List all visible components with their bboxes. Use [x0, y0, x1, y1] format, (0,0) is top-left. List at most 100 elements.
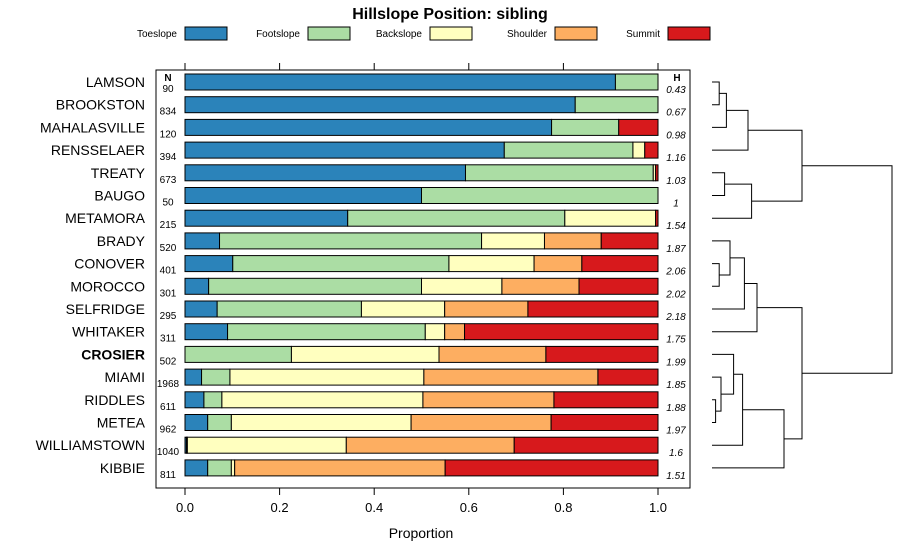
bar-segment-footslope — [207, 414, 232, 431]
bar-segment-shoulder — [234, 459, 446, 477]
row-label: CROSIER — [81, 346, 145, 362]
row-label: MOROCCO — [70, 278, 145, 294]
dendrogram-link — [712, 81, 720, 106]
h-value: 1.03 — [666, 176, 686, 187]
bar-segment-backslope — [564, 209, 657, 227]
bar-segment-summit — [618, 118, 659, 136]
bar-segment-footslope — [207, 459, 232, 477]
h-value: 2.18 — [665, 312, 686, 323]
row-label: METEA — [97, 415, 146, 431]
row-label: SELFRIDGE — [66, 301, 145, 317]
bar-segment-shoulder — [422, 391, 555, 409]
plot-frame — [155, 69, 691, 489]
row-label: MAHALASVILLE — [40, 119, 145, 135]
bar-segment-summit — [444, 459, 659, 477]
bar-segment-shoulder — [410, 414, 552, 431]
bar-segment-backslope — [229, 368, 425, 386]
row-williamstown: WILLIAMSTOWN 1040 1.6 — [36, 436, 683, 459]
bar-segment-toeslope — [184, 96, 576, 114]
dendrogram-link — [712, 353, 735, 395]
dendrogram-link — [712, 240, 731, 276]
bar-segment-toeslope — [184, 187, 422, 204]
bar-segment-backslope — [421, 277, 503, 295]
bar-segment-backslope — [448, 255, 535, 273]
row-label: TREATY — [91, 165, 146, 181]
legend-swatch-backslope — [429, 26, 473, 41]
n-value: 962 — [160, 425, 177, 436]
bar-segment-footslope — [421, 187, 659, 204]
bar-segment-toeslope — [184, 73, 616, 91]
h-value: 0.43 — [666, 85, 686, 96]
dendrogram-link — [802, 165, 893, 374]
bar-segment-backslope — [230, 459, 236, 477]
bar-segment-toeslope — [184, 391, 205, 409]
bar-segment-toeslope — [184, 300, 218, 318]
bar-segment-footslope — [347, 209, 566, 227]
dendrogram-link — [712, 399, 717, 423]
bar-segment-backslope — [481, 232, 545, 250]
bar-segment-summit — [464, 323, 659, 341]
n-value: 1040 — [157, 447, 180, 458]
row-metamora: METAMORA 215 1.54 — [65, 209, 686, 232]
bar-segment-backslope — [424, 323, 446, 341]
n-value: 611 — [160, 402, 176, 413]
bar-segment-footslope — [208, 277, 422, 295]
bar-segment-toeslope — [184, 164, 466, 182]
row-label: RIDDLES — [84, 392, 145, 408]
h-value: 0.98 — [666, 130, 686, 141]
legend-swatch-footslope — [307, 26, 351, 41]
n-value: 811 — [160, 470, 176, 481]
bar-segment-toeslope — [184, 323, 229, 341]
bar-segment-summit — [578, 277, 659, 295]
x-tick-label: 0.4 — [365, 500, 383, 515]
row-brookston: BROOKSTON 834 0.67 — [56, 96, 686, 119]
x-tick-label: 0.2 — [271, 500, 289, 515]
bar-segment-footslope — [503, 141, 634, 159]
n-value: 301 — [160, 288, 177, 299]
bar-segment-footslope — [574, 96, 659, 114]
bar-segment-summit — [644, 141, 659, 159]
bar-segment-shoulder — [423, 368, 599, 386]
bar-segment-shoulder — [501, 277, 580, 295]
bar-segment-toeslope — [184, 118, 553, 136]
row-label: RENSSELAER — [51, 142, 145, 158]
bar-segment-summit — [513, 436, 659, 454]
row-label: METAMORA — [65, 210, 146, 226]
h-value: 1.16 — [666, 153, 686, 164]
row-label: CONOVER — [74, 256, 145, 272]
n-value: 215 — [160, 220, 177, 231]
x-tick-label: 0.0 — [176, 500, 194, 515]
bar-segment-toeslope — [184, 414, 209, 431]
row-riddles: RIDDLES 611 1.88 — [84, 391, 686, 414]
bar-segment-shoulder — [533, 255, 583, 273]
bar-segment-toeslope — [184, 232, 221, 250]
x-axis-title: Proportion — [389, 525, 454, 541]
n-value: 311 — [160, 334, 176, 345]
h-value: 1.87 — [666, 244, 686, 255]
h-value: 1.51 — [666, 471, 685, 482]
legend-swatch-summit — [667, 26, 711, 41]
bar-segment-footslope — [184, 345, 292, 363]
bar-segment-footslope — [216, 300, 362, 318]
n-value: 401 — [160, 266, 177, 277]
bar-segment-toeslope — [184, 209, 349, 227]
bar-segment-backslope — [360, 300, 446, 318]
dendrogram-link — [757, 307, 803, 440]
row-conover: CONOVER 401 2.06 — [74, 255, 686, 278]
bar-segment-footslope — [464, 164, 654, 182]
row-selfridge: SELFRIDGE 295 2.18 — [66, 300, 686, 323]
h-value: 1.88 — [666, 403, 686, 414]
x-tick-label: 0.8 — [554, 500, 572, 515]
n-value: 90 — [162, 84, 174, 95]
bar-segment-toeslope — [184, 459, 209, 477]
n-value: 520 — [160, 243, 177, 254]
row-brady: BRADY 520 1.87 — [97, 232, 686, 255]
legend: Toeslope Footslope Backslope Shoulder Summit — [137, 26, 711, 41]
bar-segment-backslope — [290, 345, 440, 363]
row-label: BRADY — [97, 233, 146, 249]
bar-segment-toeslope — [184, 277, 210, 295]
bar-segment-summit — [597, 368, 659, 386]
bar-segment-shoulder — [444, 323, 466, 341]
legend-swatch-toeslope — [184, 26, 228, 41]
bar-segment-toeslope — [184, 255, 234, 273]
